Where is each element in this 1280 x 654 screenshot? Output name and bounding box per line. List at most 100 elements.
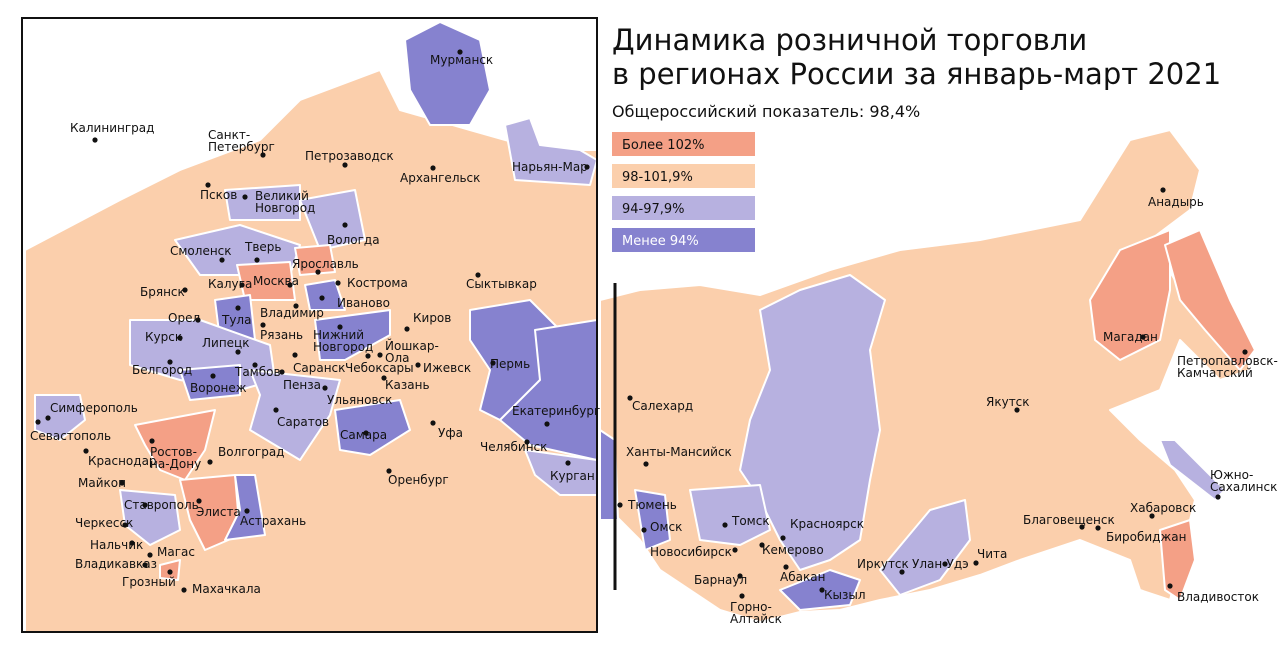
- city-label: Хабаровск: [1130, 501, 1196, 515]
- city-label: Вологда: [327, 233, 380, 247]
- city-dot: [759, 542, 765, 548]
- legend-label: 98-101,9%: [622, 170, 693, 185]
- city-dot: [490, 360, 496, 366]
- city-dot: [1079, 524, 1085, 530]
- subtitle: Общероссийский показатель: 98,4%: [612, 102, 920, 121]
- city-label: Грозный: [122, 575, 176, 589]
- city-label: Нарьян-Мар: [512, 160, 588, 174]
- region: [1159, 519, 1196, 601]
- inset-map: [24, 21, 597, 632]
- region: [334, 399, 411, 456]
- city-dot: [292, 352, 298, 358]
- city-label: Ижевск: [423, 361, 471, 375]
- city-label: Владивосток: [1177, 590, 1259, 604]
- city-label: Ростов-: [150, 445, 197, 459]
- city-dot: [544, 421, 550, 427]
- city-label: Брянск: [140, 285, 185, 299]
- city-dot: [167, 569, 173, 575]
- city-dot: [182, 287, 188, 293]
- city-label: Саратов: [277, 415, 329, 429]
- city-label: Петербург: [208, 140, 275, 154]
- city-dot: [942, 561, 948, 567]
- city-label: Тюмень: [627, 498, 677, 512]
- city-dot: [242, 194, 248, 200]
- city-dot: [973, 560, 979, 566]
- city-label: Петрозаводск: [305, 149, 394, 163]
- city-dot: [565, 460, 571, 466]
- city-label: Чита: [977, 547, 1007, 561]
- city-dot: [643, 461, 649, 467]
- city-label: Чебоксары: [345, 361, 414, 375]
- city-label: Казань: [385, 378, 430, 392]
- city-dot: [287, 282, 293, 288]
- city-dot: [167, 359, 173, 365]
- city-label: Самара: [340, 428, 387, 442]
- city-label: Магас: [157, 545, 195, 559]
- city-label: Камчатский: [1177, 366, 1253, 380]
- title: Динамика розничной торговли: [612, 23, 1087, 57]
- city-label: Сахалинск: [1210, 480, 1277, 494]
- city-label: Черкесск: [75, 516, 133, 530]
- city-dot: [83, 448, 89, 454]
- city-label: Абакан: [780, 570, 825, 584]
- city-label: Кострома: [347, 276, 408, 290]
- city-dot: [181, 587, 187, 593]
- city-label: Мурманск: [430, 53, 493, 67]
- city-dot: [45, 415, 51, 421]
- city-dot: [524, 439, 530, 445]
- city-label: Калининград: [70, 121, 154, 135]
- city-label: Белгород: [132, 363, 192, 377]
- city-dot: [129, 540, 135, 546]
- region: [504, 117, 597, 186]
- region: [1159, 439, 1226, 501]
- city-label: Астрахань: [240, 514, 306, 528]
- city-dot: [739, 593, 745, 599]
- city-dot: [319, 295, 325, 301]
- city-label: Курган: [550, 469, 595, 483]
- city-label: Йошкар-: [385, 338, 439, 353]
- city-label: Архангельск: [400, 171, 480, 185]
- legend-swatch: [612, 196, 755, 220]
- city-label: Ханты-Мансийск: [626, 445, 732, 459]
- region: [249, 369, 341, 461]
- city-label: Ульяновск: [327, 393, 392, 407]
- city-dot: [363, 430, 369, 436]
- city-dot: [584, 164, 590, 170]
- city-label: Новгород: [313, 340, 373, 354]
- city-label: Владикавказ: [75, 557, 157, 571]
- city-dot: [899, 569, 905, 575]
- city-dot: [244, 508, 250, 514]
- city-label: Нижний: [313, 328, 364, 342]
- city-dot: [92, 137, 98, 143]
- city-label: Кызыл: [824, 588, 866, 602]
- city-label: Салехард: [632, 399, 693, 413]
- city-label: Орел: [168, 311, 200, 325]
- city-dot: [342, 162, 348, 168]
- city-label: Иркутск: [857, 557, 909, 571]
- city-label: Алтайск: [730, 612, 782, 626]
- region: [224, 474, 266, 541]
- city-dot: [322, 385, 328, 391]
- city-label: Симферополь: [50, 401, 138, 415]
- city-dot: [239, 282, 245, 288]
- city-dot: [404, 326, 410, 332]
- city-dot: [235, 349, 241, 355]
- city-label: Ола: [385, 351, 409, 365]
- city-dot: [210, 373, 216, 379]
- city-label: Иваново: [337, 296, 390, 310]
- city-label: Томск: [731, 514, 770, 528]
- region: [404, 21, 491, 126]
- city-dot: [737, 573, 743, 579]
- region: [689, 484, 771, 546]
- city-label: Смоленск: [170, 244, 232, 258]
- city-label: Киров: [413, 311, 451, 325]
- city-label: Краснодар: [88, 454, 157, 468]
- city-label: Псков: [200, 188, 237, 202]
- city-dot: [1167, 583, 1173, 589]
- city-label: Южно-: [1210, 468, 1253, 482]
- region: [24, 69, 597, 632]
- city-dot: [1160, 187, 1166, 193]
- city-label: Красноярск: [790, 517, 864, 531]
- city-dot: [35, 419, 41, 425]
- inset-frame: [21, 17, 598, 633]
